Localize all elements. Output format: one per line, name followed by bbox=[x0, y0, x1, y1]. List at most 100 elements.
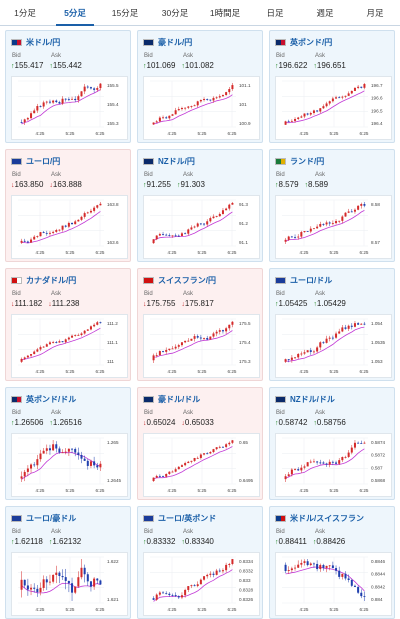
tab-4[interactable]: 1時間足 bbox=[209, 8, 241, 18]
candle-body bbox=[74, 98, 77, 101]
chart-container[interactable]: 1.054 1.0535 1.053 4:25 5:25 6:25 bbox=[275, 314, 392, 378]
pair-name[interactable]: ユーロ/ドル bbox=[290, 275, 333, 285]
candle-body bbox=[165, 349, 168, 352]
chart-container[interactable]: 111.2 111.1 111 4:25 5:25 6:25 bbox=[11, 314, 128, 378]
candle-body bbox=[39, 232, 42, 237]
pair-title[interactable]: 英ポンド/ドル bbox=[11, 393, 76, 405]
chart-container[interactable]: 0.8846 0.8844 0.8842 0.884 4:25 5:25 6:25 bbox=[275, 552, 392, 616]
pair-title[interactable]: ユーロ/ドル bbox=[275, 274, 332, 286]
candle-body bbox=[309, 563, 312, 566]
bid-label: Bid bbox=[144, 53, 153, 59]
tab-3[interactable]: 30分足 bbox=[161, 8, 189, 18]
trend-arrow-icon: ↑ bbox=[176, 182, 181, 189]
currency-card[interactable]: ランド/円 Bid Ask ↑8.579 ↑8.589 8.58 8.57 4:25 5:25 6… bbox=[269, 149, 395, 262]
chart-container[interactable]: 0.5874 0.5872 0.587 0.5868 4:25 5:25 6:25 bbox=[275, 433, 392, 497]
pair-title[interactable]: 豪ドル/円 bbox=[143, 36, 192, 48]
candle-body bbox=[23, 240, 26, 242]
candle-body bbox=[357, 86, 360, 88]
pair-name[interactable]: 英ポンド/ドル bbox=[26, 394, 77, 404]
pair-name[interactable]: カナダドル/円 bbox=[26, 275, 77, 285]
currency-card[interactable]: カナダドル/円 Bid Ask ↓111.182 ↓111.238 111.2 111.1 1… bbox=[5, 268, 131, 381]
currency-card[interactable]: スイスフラン/円 Bid Ask ↓175.755 ↓175.817 175.5 175.4… bbox=[137, 268, 263, 381]
chart-container[interactable]: 163.8 163.6 4:25 5:25 6:25 bbox=[11, 195, 128, 259]
pair-name[interactable]: スイスフラン/円 bbox=[158, 275, 216, 285]
bid-label: Bid bbox=[12, 172, 21, 178]
candle-body bbox=[206, 453, 209, 455]
y-tick-label: 155.5 bbox=[107, 83, 119, 88]
currency-card[interactable]: ユーロ/ドル Bid Ask ↑1.05425 ↑1.05429 1.054 1.0535 1… bbox=[269, 268, 395, 381]
chart-container[interactable]: 1.265 1.2645 4:25 5:25 6:25 bbox=[11, 433, 128, 497]
candle-body bbox=[225, 208, 228, 211]
candle-body bbox=[71, 448, 74, 450]
candle-body bbox=[61, 98, 64, 104]
currency-card[interactable]: 英ポンド/ドル Bid Ask ↑1.26506 ↑1.26516 1.265 1.2645… bbox=[5, 387, 131, 500]
pair-name[interactable]: 豪ドル/円 bbox=[158, 37, 193, 47]
pair-title[interactable]: 英ポンド/円 bbox=[275, 36, 332, 48]
candle-body bbox=[196, 101, 199, 106]
pair-name[interactable]: 豪ドル/ドル bbox=[158, 394, 201, 404]
price-chart: 0.65 0.6495 4:25 5:25 6:25 bbox=[150, 437, 253, 493]
chart-container[interactable]: 175.5 175.4 175.3 4:25 5:25 6:25 bbox=[143, 314, 260, 378]
pair-title[interactable]: ユーロ/豪ドル bbox=[11, 512, 76, 524]
currency-card[interactable]: 豪ドル/円 Bid Ask ↑101.069 ↑101.082 101.1 101 100.9… bbox=[137, 30, 263, 143]
currency-card[interactable]: ユーロ/円 Bid Ask ↓163.850 ↓163.888 163.8 163.6 4:2… bbox=[5, 149, 131, 262]
currency-card[interactable]: ユーロ/英ポンド Bid Ask ↑0.83332 ↑0.83340 0.8334 0.83… bbox=[137, 506, 263, 619]
moving-average-line bbox=[153, 330, 233, 358]
currency-card[interactable]: NZドル/円 Bid Ask ↑91.255 ↑91.303 91.3 91.2 91.1 4:… bbox=[137, 149, 263, 262]
chart-container[interactable]: 101.1 101 100.9 4:25 5:25 6:25 bbox=[143, 76, 260, 140]
tab-1[interactable]: 5分足 bbox=[50, 0, 100, 26]
candle-body bbox=[89, 581, 92, 587]
currency-card[interactable]: 英ポンド/円 Bid Ask ↑196.622 ↑196.651 196.7 196.6 19… bbox=[269, 30, 395, 143]
tab-7[interactable]: 月足 bbox=[366, 8, 384, 18]
pair-name[interactable]: NZドル/ドル bbox=[290, 394, 335, 404]
chart-container[interactable]: 8.58 8.57 4:25 5:25 6:25 bbox=[275, 195, 392, 259]
currency-card[interactable]: 米ドル/円 Bid Ask ↑155.417 ↑155.442 155.5 155.4 155… bbox=[5, 30, 131, 143]
pair-name[interactable]: NZドル/円 bbox=[158, 156, 195, 166]
y-tick-label: 175.4 bbox=[239, 340, 251, 345]
pair-name[interactable]: ユーロ/英ポンド bbox=[158, 513, 217, 523]
pair-title[interactable]: ランド/円 bbox=[275, 155, 324, 167]
pair-title[interactable]: 米ドル/スイスフラン bbox=[275, 512, 364, 524]
y-tick-label: 0.8326 bbox=[239, 597, 253, 602]
chart-container[interactable]: 91.3 91.2 91.1 4:25 5:25 6:25 bbox=[143, 195, 260, 259]
pair-name[interactable]: ランド/円 bbox=[290, 156, 325, 166]
pair-title[interactable]: NZドル/円 bbox=[143, 155, 195, 167]
currency-card[interactable]: 米ドル/スイスフラン Bid Ask ↑0.88411 ↑0.88426 0.8846 0.… bbox=[269, 506, 395, 619]
pair-title[interactable]: ユーロ/英ポンド bbox=[143, 512, 216, 524]
tab-2[interactable]: 15分足 bbox=[111, 8, 139, 18]
currency-card[interactable]: ユーロ/豪ドル Bid Ask ↑1.62118 ↑1.62132 1.622 1.621 4… bbox=[5, 506, 131, 619]
candle-body bbox=[231, 85, 234, 90]
candle-body bbox=[206, 338, 209, 340]
chart-container[interactable]: 0.65 0.6495 4:25 5:25 6:25 bbox=[143, 433, 260, 497]
pair-name[interactable]: ユーロ/円 bbox=[26, 156, 61, 166]
chart-container[interactable]: 1.622 1.621 4:25 5:25 6:25 bbox=[11, 552, 128, 616]
candle-body bbox=[158, 592, 161, 595]
pair-name[interactable]: 英ポンド/円 bbox=[290, 37, 333, 47]
pair-title[interactable]: 米ドル/円 bbox=[11, 36, 60, 48]
currency-card[interactable]: NZドル/ドル Bid Ask ↑0.58742 ↑0.58756 0.5874 0.587… bbox=[269, 387, 395, 500]
candle-body bbox=[30, 354, 33, 356]
tab-6[interactable]: 週足 bbox=[316, 8, 334, 18]
pair-title[interactable]: 豪ドル/ドル bbox=[143, 393, 200, 405]
candle-body bbox=[303, 231, 306, 233]
tab-5[interactable]: 日足 bbox=[266, 8, 284, 18]
pair-title[interactable]: カナダドル/円 bbox=[11, 274, 76, 286]
chart-container[interactable]: 155.5 155.4 155.3 4:25 5:25 6:25 bbox=[11, 76, 128, 140]
candle-body bbox=[26, 585, 29, 590]
candle-body bbox=[363, 442, 366, 444]
bid-label: Bid bbox=[12, 410, 21, 416]
pair-title[interactable]: ユーロ/円 bbox=[11, 155, 60, 167]
pair-name[interactable]: 米ドル/スイスフラン bbox=[290, 513, 364, 523]
chart-container[interactable]: 0.8334 0.8332 0.833 0.8328 0.8326 4:25 5:25 6:2… bbox=[143, 552, 260, 616]
pair-name[interactable]: ユーロ/豪ドル bbox=[26, 513, 77, 523]
currency-card[interactable]: 豪ドル/ドル Bid Ask ↓0.65024 ↓0.65033 0.65 0.6495 4:… bbox=[137, 387, 263, 500]
pair-title[interactable]: スイスフラン/円 bbox=[143, 274, 216, 286]
chart-container[interactable]: 196.7 196.6 196.5 196.4 4:25 5:25 6:25 bbox=[275, 76, 392, 140]
x-tick-label: 5:25 bbox=[330, 131, 339, 136]
ask-price: 111.238 bbox=[51, 299, 80, 308]
trend-arrow-icon: ↑ bbox=[275, 420, 279, 427]
tab-0[interactable]: 1分足 bbox=[14, 8, 36, 18]
pair-title[interactable]: NZドル/ドル bbox=[275, 393, 335, 405]
bid-price: 91.255 bbox=[146, 180, 171, 189]
pair-name[interactable]: 米ドル/円 bbox=[26, 37, 61, 47]
